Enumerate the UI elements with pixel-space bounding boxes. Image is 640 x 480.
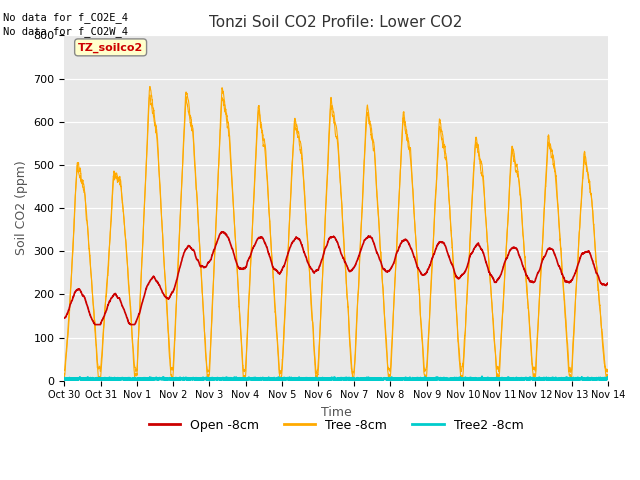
Text: No data for f_CO2E_4: No data for f_CO2E_4 — [3, 12, 128, 23]
Text: No data for f_CO2W_4: No data for f_CO2W_4 — [3, 26, 128, 37]
Y-axis label: Soil CO2 (ppm): Soil CO2 (ppm) — [15, 161, 28, 255]
Legend: Open -8cm, Tree -8cm, Tree2 -8cm: Open -8cm, Tree -8cm, Tree2 -8cm — [144, 414, 528, 437]
Text: TZ_soilco2: TZ_soilco2 — [78, 42, 143, 52]
Title: Tonzi Soil CO2 Profile: Lower CO2: Tonzi Soil CO2 Profile: Lower CO2 — [209, 15, 463, 30]
X-axis label: Time: Time — [321, 406, 351, 419]
